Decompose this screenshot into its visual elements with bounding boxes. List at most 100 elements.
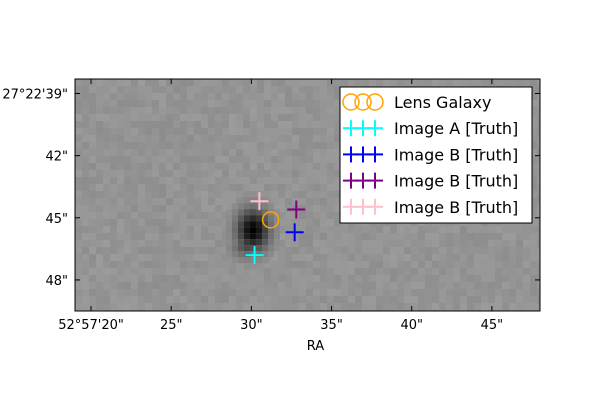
sky-pixel	[397, 275, 404, 282]
sky-pixel	[96, 233, 103, 240]
sky-pixel	[173, 233, 180, 240]
sky-pixel	[439, 254, 446, 261]
sky-pixel	[194, 100, 201, 107]
sky-pixel	[355, 268, 362, 275]
sky-pixel	[131, 156, 138, 163]
sky-pixel	[96, 268, 103, 275]
sky-pixel	[537, 128, 540, 135]
sky-pixel	[194, 79, 201, 86]
sky-pixel	[537, 93, 540, 100]
sky-pixel	[187, 107, 194, 114]
sky-pixel	[236, 282, 243, 289]
sky-pixel	[145, 156, 152, 163]
sky-pixel	[131, 79, 138, 86]
galaxy-pixel	[243, 215, 250, 222]
sky-pixel	[285, 212, 292, 219]
sky-pixel	[285, 156, 292, 163]
sky-pixel	[306, 170, 313, 177]
sky-pixel	[89, 205, 96, 212]
sky-pixel	[285, 233, 292, 240]
sky-pixel	[320, 135, 327, 142]
sky-pixel	[236, 163, 243, 170]
sky-pixel	[334, 233, 341, 240]
sky-pixel	[306, 177, 313, 184]
sky-pixel	[355, 79, 362, 86]
sky-pixel	[222, 156, 229, 163]
sky-pixel	[89, 142, 96, 149]
sky-pixel	[530, 191, 537, 198]
sky-pixel	[117, 289, 124, 296]
sky-pixel	[166, 254, 173, 261]
sky-pixel	[306, 107, 313, 114]
galaxy-pixel	[261, 221, 268, 228]
sky-pixel	[166, 135, 173, 142]
galaxy-pixel	[237, 197, 244, 204]
sky-pixel	[89, 177, 96, 184]
sky-pixel	[229, 128, 236, 135]
sky-pixel	[320, 240, 327, 247]
sky-pixel	[355, 289, 362, 296]
sky-pixel	[460, 296, 467, 303]
sky-pixel	[208, 233, 215, 240]
sky-pixel	[257, 114, 264, 121]
sky-pixel	[306, 191, 313, 198]
sky-pixel	[89, 170, 96, 177]
sky-pixel	[327, 163, 334, 170]
sky-pixel	[320, 107, 327, 114]
sky-pixel	[208, 254, 215, 261]
sky-pixel	[516, 233, 523, 240]
sky-pixel	[152, 254, 159, 261]
sky-pixel	[271, 289, 278, 296]
sky-pixel	[453, 261, 460, 268]
sky-pixel	[425, 261, 432, 268]
sky-pixel	[481, 296, 488, 303]
galaxy-pixel	[231, 221, 238, 228]
sky-pixel	[222, 261, 229, 268]
sky-pixel	[145, 219, 152, 226]
sky-pixel	[124, 107, 131, 114]
sky-pixel	[313, 296, 320, 303]
sky-pixel	[397, 233, 404, 240]
galaxy-pixel	[225, 215, 232, 222]
sky-pixel	[152, 107, 159, 114]
y-tick-label: 42"	[45, 150, 68, 165]
sky-pixel	[348, 275, 355, 282]
sky-pixel	[187, 212, 194, 219]
sky-pixel	[201, 240, 208, 247]
sky-pixel	[327, 282, 334, 289]
sky-pixel	[299, 177, 306, 184]
sky-pixel	[131, 177, 138, 184]
sky-pixel	[159, 247, 166, 254]
sky-pixel	[474, 79, 481, 86]
sky-pixel	[369, 254, 376, 261]
galaxy-pixel	[237, 203, 244, 210]
sky-pixel	[166, 121, 173, 128]
sky-pixel	[166, 261, 173, 268]
sky-pixel	[117, 128, 124, 135]
sky-pixel	[194, 184, 201, 191]
sky-pixel	[432, 289, 439, 296]
sky-pixel	[103, 275, 110, 282]
sky-pixel	[418, 233, 425, 240]
sky-pixel	[327, 121, 334, 128]
sky-pixel	[278, 233, 285, 240]
sky-pixel	[495, 233, 502, 240]
sky-pixel	[222, 219, 229, 226]
sky-pixel	[334, 205, 341, 212]
sky-pixel	[313, 191, 320, 198]
sky-pixel	[187, 289, 194, 296]
sky-pixel	[75, 219, 82, 226]
galaxy-pixel	[267, 233, 274, 240]
sky-pixel	[208, 240, 215, 247]
sky-pixel	[250, 86, 257, 93]
sky-pixel	[222, 149, 229, 156]
sky-pixel	[313, 240, 320, 247]
sky-pixel	[432, 303, 439, 310]
legend-label: Image A [Truth]	[394, 119, 518, 138]
sky-pixel	[166, 100, 173, 107]
sky-pixel	[264, 149, 271, 156]
sky-pixel	[404, 268, 411, 275]
sky-pixel	[96, 247, 103, 254]
sky-pixel	[460, 282, 467, 289]
sky-pixel	[180, 86, 187, 93]
